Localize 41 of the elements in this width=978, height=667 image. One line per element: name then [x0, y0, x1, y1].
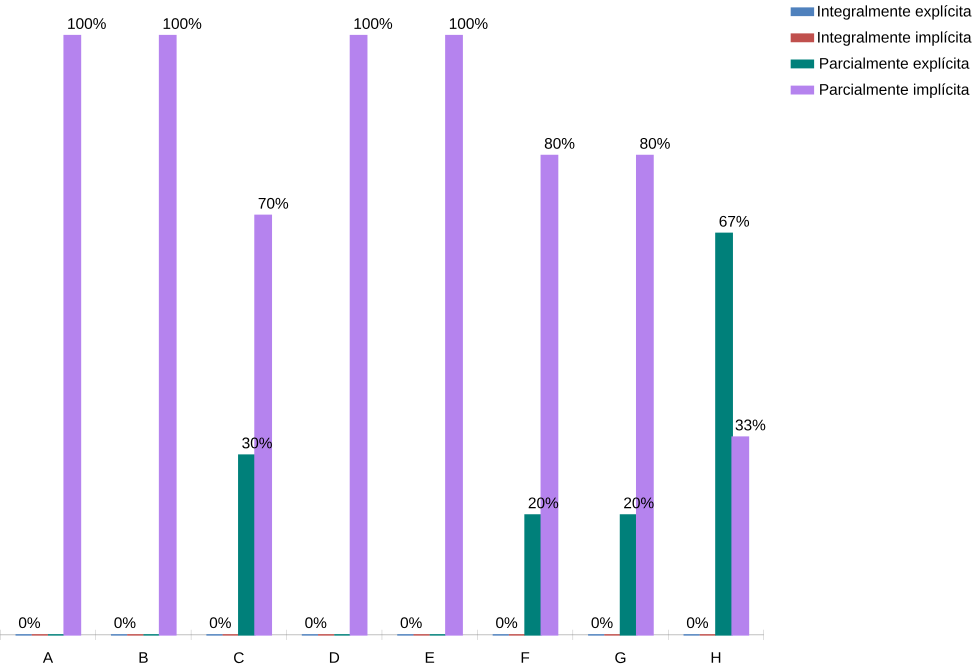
data-label: 100%: [450, 18, 488, 29]
legend-label: Integralmente explícita: [818, 4, 972, 20]
x-tick-label: B: [140, 652, 148, 663]
data-label: 30%: [242, 437, 272, 448]
data-label: 20%: [624, 497, 654, 508]
x-tick-label: E: [426, 652, 434, 663]
data-label: 0%: [686, 617, 708, 628]
data-label: 0%: [496, 617, 518, 628]
bar: [731, 436, 750, 636]
data-label: 0%: [305, 617, 326, 628]
x-tick-label: G: [615, 652, 626, 663]
data-label: 0%: [114, 617, 136, 628]
x-tick-label: C: [234, 652, 244, 663]
data-label: 70%: [258, 198, 288, 209]
data-label: 100%: [68, 18, 106, 29]
x-tick-label: H: [712, 652, 720, 663]
data-label: 0%: [400, 617, 422, 628]
data-label: 0%: [210, 617, 231, 628]
legend-label: Integralmente implícita: [818, 31, 972, 46]
data-label: 100%: [354, 18, 392, 29]
bar: [63, 34, 82, 636]
x-tick-label: D: [330, 652, 340, 663]
data-label: 0%: [592, 617, 613, 628]
bar: [158, 34, 177, 636]
data-label: 67%: [720, 216, 750, 227]
legend-label: Parcialmente explícita: [820, 57, 970, 72]
bar: [524, 514, 542, 636]
data-label: 0%: [18, 617, 40, 628]
legend-label: Parcialmente implícita: [820, 83, 970, 98]
bar: [715, 232, 733, 636]
x-tick-label: F: [522, 652, 530, 663]
data-label: 80%: [544, 138, 574, 149]
data-label: 80%: [640, 138, 670, 149]
bar: [620, 514, 638, 636]
x-tick-label: A: [42, 652, 54, 663]
data-label: 100%: [164, 18, 202, 29]
data-label: 33%: [736, 419, 766, 430]
bar: [238, 454, 256, 636]
data-label: 20%: [528, 497, 558, 508]
bar: [350, 34, 368, 636]
bar: [445, 34, 463, 636]
